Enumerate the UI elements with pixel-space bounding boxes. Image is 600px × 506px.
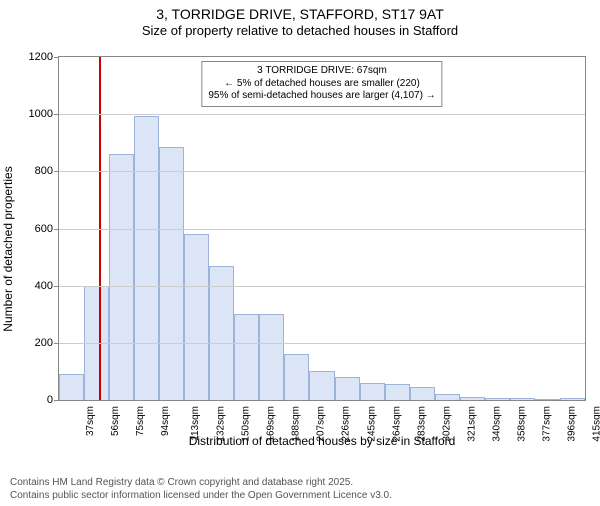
- x-tick-label: 340sqm: [491, 406, 502, 442]
- y-tick-label: 400: [35, 280, 53, 292]
- chart-area: Number of detached properties 3 TORRIDGE…: [0, 46, 600, 451]
- histogram-bar: [385, 384, 410, 400]
- x-tick-label: 113sqm: [190, 406, 201, 441]
- histogram-bar: [360, 383, 385, 400]
- histogram-bar: [309, 371, 334, 400]
- histogram-bar: [410, 387, 435, 400]
- plot-region: 3 TORRIDGE DRIVE: 67sqm ← 5% of detached…: [58, 56, 586, 401]
- x-tick-label: 169sqm: [266, 406, 277, 442]
- x-tick-label: 302sqm: [441, 406, 452, 442]
- x-tick-label: 150sqm: [241, 406, 252, 442]
- gridline: [59, 229, 585, 230]
- histogram-bar: [284, 354, 309, 400]
- y-tick-label: 800: [35, 165, 53, 177]
- annotation-box: 3 TORRIDGE DRIVE: 67sqm ← 5% of detached…: [201, 61, 442, 107]
- histogram-bar: [335, 377, 360, 400]
- x-tick-label: 283sqm: [416, 406, 427, 442]
- footer-line1: Contains HM Land Registry data © Crown c…: [10, 476, 392, 489]
- histogram-bar: [560, 398, 585, 400]
- footer-attribution: Contains HM Land Registry data © Crown c…: [10, 476, 392, 502]
- x-tick-label: 75sqm: [135, 406, 146, 436]
- histogram-bar: [159, 147, 184, 400]
- x-tick-label: 132sqm: [216, 406, 227, 442]
- annotation-line3: 95% of semi-detached houses are larger (…: [208, 90, 435, 103]
- histogram-bar: [510, 398, 535, 400]
- chart-title: 3, TORRIDGE DRIVE, STAFFORD, ST17 9AT: [0, 6, 600, 22]
- histogram-bar: [59, 374, 84, 400]
- histogram-bar: [485, 398, 510, 400]
- chart-subtitle: Size of property relative to detached ho…: [0, 23, 600, 38]
- x-tick-label: 207sqm: [316, 406, 327, 442]
- x-tick-label: 56sqm: [110, 406, 121, 436]
- annotation-line1: 3 TORRIDGE DRIVE: 67sqm: [208, 65, 435, 78]
- gridline: [59, 343, 585, 344]
- y-tick-label: 200: [35, 337, 53, 349]
- footer-line2: Contains public sector information licen…: [10, 489, 392, 502]
- histogram-bar: [134, 116, 159, 400]
- gridline: [59, 286, 585, 287]
- y-tick-label: 0: [47, 394, 53, 406]
- y-axis-label: Number of detached properties: [1, 166, 15, 331]
- histogram-bar: [109, 154, 134, 400]
- gridline: [59, 171, 585, 172]
- histogram-bar: [184, 234, 209, 400]
- x-tick-label: 37sqm: [85, 406, 96, 436]
- x-tick-label: 415sqm: [592, 406, 600, 442]
- x-tick-label: 226sqm: [341, 406, 352, 442]
- x-tick-label: 377sqm: [541, 406, 552, 442]
- annotation-line2: ← 5% of detached houses are smaller (220…: [208, 78, 435, 91]
- x-tick-label: 321sqm: [466, 406, 477, 442]
- y-tick-label: 1200: [29, 51, 53, 63]
- histogram-bar: [460, 397, 485, 400]
- y-tick-label: 1000: [29, 108, 53, 120]
- histogram-bar: [234, 314, 259, 400]
- x-tick-label: 188sqm: [291, 406, 302, 442]
- x-tick-label: 264sqm: [391, 406, 402, 442]
- histogram-bar: [535, 399, 560, 400]
- x-tick-label: 245sqm: [366, 406, 377, 442]
- x-tick-label: 94sqm: [160, 406, 171, 436]
- histogram-bar: [259, 314, 284, 400]
- histogram-bar: [435, 394, 460, 400]
- y-tick-label: 600: [35, 223, 53, 235]
- gridline: [59, 114, 585, 115]
- x-tick-label: 358sqm: [516, 406, 527, 442]
- x-tick-label: 396sqm: [566, 406, 577, 442]
